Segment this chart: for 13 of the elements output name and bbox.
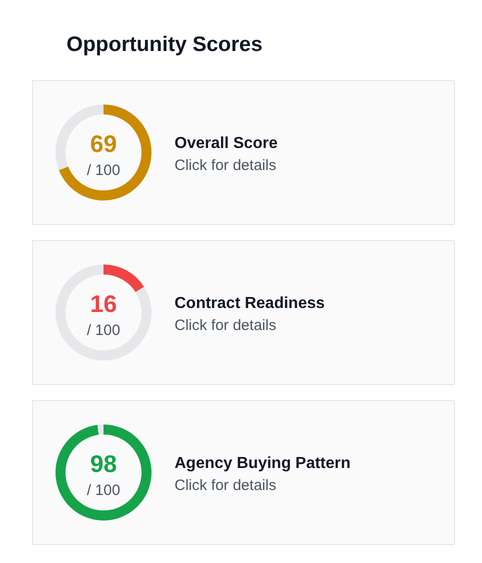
data-label: 98 — [90, 451, 117, 478]
text: Contract Readiness — [174, 295, 325, 312]
text: / 100 — [86, 482, 120, 499]
text: Click for details — [174, 477, 276, 494]
text: Overall Score — [174, 135, 278, 152]
data-label: 16 — [90, 291, 117, 318]
text: Opportunity Scores — [66, 33, 263, 56]
text: / 100 — [86, 322, 120, 339]
text: Click for details — [174, 157, 276, 174]
text: Agency Buying Pattern — [174, 455, 351, 472]
text: Click for details — [174, 317, 276, 334]
data-label: 69 — [90, 131, 117, 158]
text: / 100 — [86, 162, 120, 179]
